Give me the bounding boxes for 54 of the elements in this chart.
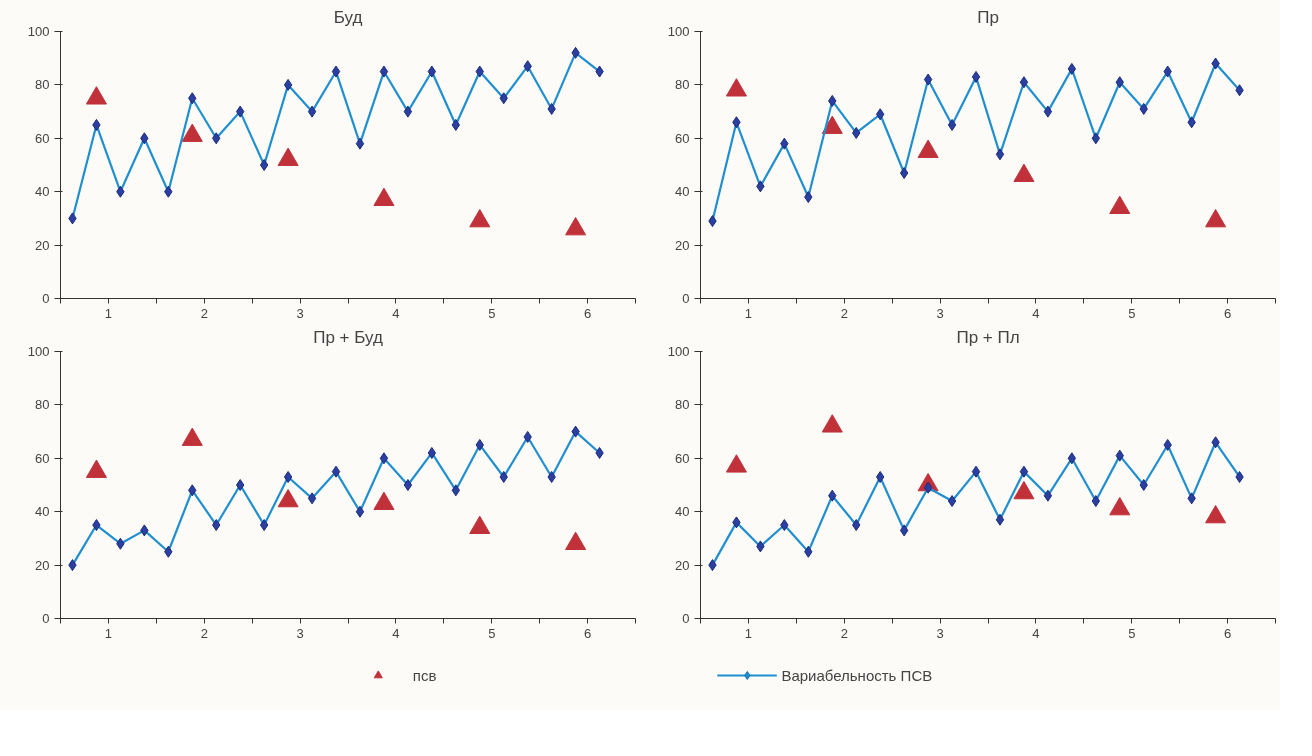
chart-title: Буд [333,7,363,27]
y-tick-label: 100 [27,24,50,39]
x-tick-label: 2 [840,625,848,641]
legend-label: Вариабельность ПСВ [781,666,933,684]
x-tick-label: 6 [583,305,592,321]
x-tick-label: 5 [488,305,496,321]
y-tick-label: 0 [682,611,690,626]
y-tick-label: 40 [35,504,50,520]
y-tick-label: 100 [667,344,690,359]
x-tick-label: 6 [1223,625,1232,641]
chart-title: Пр + Пл [956,327,1020,347]
x-tick-label: 2 [840,305,848,321]
x-tick-label: 6 [1223,305,1232,321]
x-tick-label: 3 [296,625,304,641]
x-tick-label: 4 [1032,305,1040,321]
y-tick-label: 40 [675,184,690,200]
x-tick-label: 3 [296,305,304,321]
x-tick-label: 6 [583,625,592,641]
x-tick-label: 4 [392,625,400,641]
y-tick-label: 20 [675,557,690,573]
y-tick-label: 60 [675,450,690,466]
chart-title: Пр [977,7,999,27]
x-tick-label: 4 [392,305,400,321]
y-tick-label: 20 [675,237,690,253]
y-tick-label: 80 [675,77,690,93]
y-tick-label: 20 [35,237,50,253]
x-tick-label: 1 [104,625,113,641]
y-tick-label: 100 [667,24,690,39]
y-tick-label: 40 [35,184,50,200]
y-tick-label: 80 [35,77,50,93]
x-tick-label: 2 [200,305,208,321]
x-tick-label: 3 [936,625,944,641]
x-tick-label: 1 [744,305,753,321]
y-tick-label: 100 [27,344,50,359]
y-tick-label: 60 [35,130,50,146]
x-tick-label: 2 [200,625,208,641]
y-tick-label: 60 [35,450,50,466]
x-tick-label: 1 [104,305,113,321]
x-tick-label: 4 [1032,625,1040,641]
legend-label: псв [412,666,437,684]
chart-title: Пр + Буд [313,327,383,347]
y-tick-label: 0 [42,291,50,306]
y-tick-label: 0 [42,611,50,626]
x-tick-label: 5 [1128,305,1136,321]
x-tick-label: 5 [488,625,496,641]
x-tick-label: 5 [1128,625,1136,641]
y-tick-label: 40 [675,504,690,520]
y-tick-label: 80 [675,397,690,413]
y-tick-label: 80 [35,397,50,413]
x-tick-label: 1 [744,625,753,641]
y-tick-label: 20 [35,557,50,573]
y-tick-label: 60 [675,130,690,146]
y-tick-label: 0 [682,291,690,306]
x-tick-label: 3 [936,305,944,321]
